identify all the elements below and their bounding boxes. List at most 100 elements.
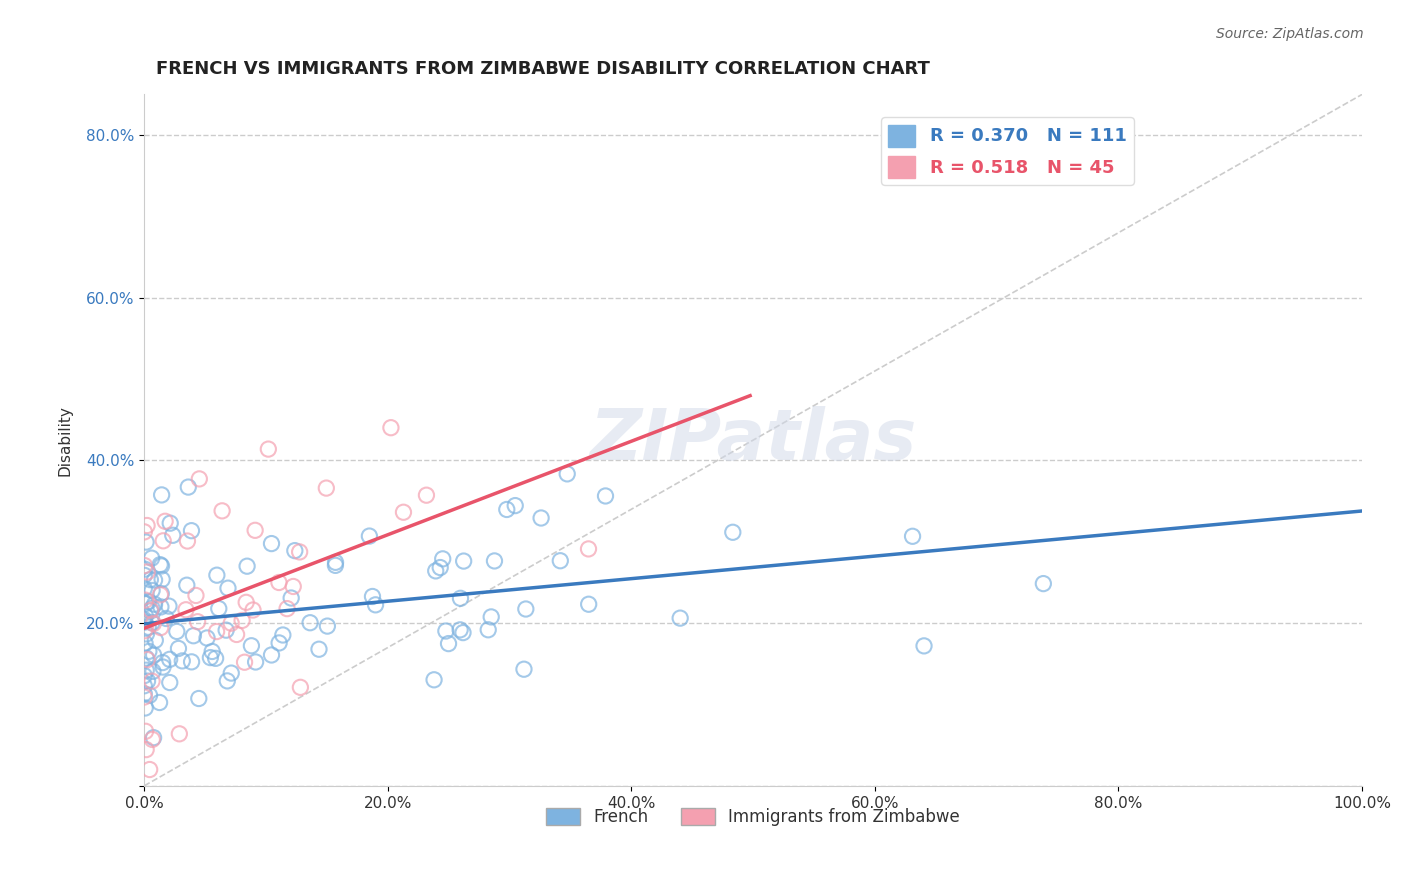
Point [451,625,474,640]
Point [276,601,298,615]
Point [219,666,242,681]
Point [195,631,218,645]
Point [141,601,163,615]
Point [159,675,181,690]
Point [290,681,312,695]
Point [434,624,457,638]
Point [513,662,536,676]
Point [150,558,173,573]
Point [136,565,159,579]
Point [432,552,454,566]
Point [149,588,172,602]
Point [260,648,283,662]
Point [257,442,280,456]
Point [139,573,162,587]
Point [267,575,290,590]
Point [449,623,471,637]
Point [138,763,160,777]
Point [364,598,387,612]
Point [142,731,165,745]
Point [721,525,744,540]
Point [134,679,156,693]
Point [138,644,160,658]
Point [187,691,209,706]
Point [141,551,163,566]
Point [260,536,283,550]
Point [143,597,166,611]
Point [425,564,447,578]
Point [215,623,238,637]
Point [141,732,163,747]
Point [530,511,553,525]
Point [134,687,156,701]
Point [135,663,157,677]
Point [453,554,475,568]
Point [134,624,156,638]
Point [134,593,156,607]
Point [150,573,173,587]
Point [243,524,266,538]
Point [183,629,205,643]
Point [134,562,156,576]
Point [142,616,165,631]
Point [169,727,191,741]
Point [208,601,231,615]
Point [901,529,924,543]
Point [242,603,264,617]
Point [225,627,247,641]
Point [135,651,157,665]
Point [135,742,157,756]
Point [155,611,177,625]
Point [308,642,330,657]
Point [392,505,415,519]
Point [141,615,163,630]
Point [503,499,526,513]
Point [149,621,172,635]
Point [180,655,202,669]
Point [415,488,437,502]
Point [150,587,173,601]
Point [235,595,257,609]
Point [157,599,180,614]
Point [231,614,253,628]
Point [269,636,291,650]
Point [134,668,156,682]
Point [134,582,156,596]
Point [141,583,163,598]
Text: ZIPatlas: ZIPatlas [589,406,917,475]
Point [135,535,157,549]
Point [484,554,506,568]
Point [153,514,176,528]
Point [205,568,228,582]
Point [219,616,242,631]
Point [134,615,156,629]
Point [180,524,202,538]
Point [325,558,347,573]
Point [139,603,162,617]
Point [184,589,207,603]
Point [217,581,239,595]
Point [316,619,339,633]
Point [177,480,200,494]
Y-axis label: Disability: Disability [58,405,72,475]
Point [359,529,381,543]
Point [159,652,181,666]
Point [204,651,226,665]
Point [162,528,184,542]
Point [280,591,302,605]
Text: Source: ZipAtlas.com: Source: ZipAtlas.com [1216,27,1364,41]
Point [176,578,198,592]
Point [555,467,578,481]
Point [211,504,233,518]
Point [325,555,347,569]
Point [479,610,502,624]
Point [380,420,402,434]
Point [174,603,197,617]
Point [912,639,935,653]
Point [134,568,156,582]
Point [159,516,181,531]
Point [136,518,159,533]
Point [550,554,572,568]
Legend: French, Immigrants from Zimbabwe: French, Immigrants from Zimbabwe [540,801,966,833]
Point [134,690,156,704]
